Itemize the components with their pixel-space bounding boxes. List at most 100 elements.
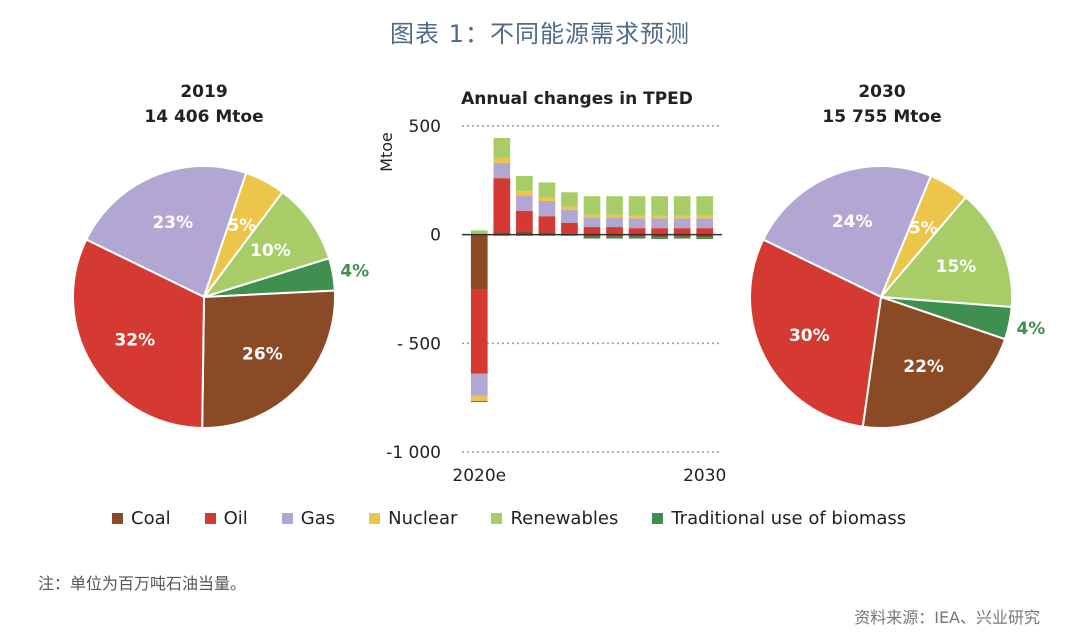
bar-chart-xtick-label: 2020e (452, 466, 506, 486)
source-credit: 资料来源：IEA、兴业研究 (854, 608, 1040, 627)
pie-2030-caption: 2030 15 755 Mtoe (752, 80, 1012, 130)
bar-2021-coal (493, 232, 511, 235)
pie-2019-label-coal: 26% (242, 344, 283, 364)
pie-2030-label-gas: 24% (832, 212, 873, 232)
legend-label: Traditional use of biomass (671, 508, 907, 529)
bar-2027-oil (628, 228, 646, 235)
legend-swatch (204, 513, 216, 524)
pie-2019-subtitle: 14 406 Mtoe (144, 107, 264, 127)
bar-chart-title: Annual changes in TPED (461, 89, 693, 109)
bar-chart-ytick-label: 500 (409, 117, 441, 137)
pie-2019-label-renewables: 10% (250, 241, 291, 261)
bar-chart: Annual changes in TPED Mtoe 500 0 - 500 -1 00… (377, 89, 726, 486)
bar-2022-oil (516, 210, 533, 232)
bar-2025-traditional-use-of-biomass (583, 236, 601, 239)
bar-2025-nuclear (583, 214, 601, 218)
bar-2023-nuclear (538, 197, 556, 201)
bar-2024-renewables (561, 192, 578, 207)
bar-2025-renewables (583, 196, 601, 215)
bar-2028-renewables (651, 196, 668, 216)
bar-2021-renewables (493, 137, 511, 158)
bar-2026-traditional-use-of-biomass (606, 236, 623, 239)
pie-2030-slice-renewables (878, 195, 1013, 309)
bar-2029-nuclear (673, 215, 691, 219)
bar-2023-coal (538, 232, 556, 235)
pie-2030-label-oil: 30% (789, 326, 830, 346)
pie-2030-slice-gas (761, 165, 933, 299)
bar-2028-nuclear (651, 215, 668, 219)
bar-2022-renewables (516, 175, 533, 192)
legend-swatch (491, 513, 503, 524)
pie-2030-label-traditional-use-of-biomass: 4% (1016, 319, 1045, 339)
legend-item-traditional-use-of-biomass: Traditional use of biomass (652, 508, 906, 529)
bar-2030-gas (696, 218, 714, 229)
bar-chart-ytick-label: -1 000 (386, 443, 441, 463)
bar-2023-renewables (538, 182, 556, 198)
bar-2023-oil (538, 216, 556, 233)
bar-2022-coal (516, 231, 533, 235)
pie-2019-caption: 2019 14 406 Mtoe (74, 80, 334, 130)
bar-2027-gas (628, 218, 646, 229)
pie-2019-slice-renewables (201, 190, 331, 299)
legend-item-nuclear: Nuclear (369, 508, 457, 529)
bar-2028-gas (651, 218, 668, 229)
legend-swatch (652, 513, 664, 524)
pie-2030-label-nuclear: 5% (909, 219, 938, 239)
bar-2026-oil (606, 227, 623, 235)
bar-2027-nuclear (628, 215, 646, 219)
legend-label: Gas (300, 508, 336, 529)
bar-2024-nuclear (561, 206, 578, 210)
bar-chart-ytick-label: - 500 (397, 334, 441, 354)
bar-2023-gas (538, 200, 556, 217)
bar-2026-gas (606, 217, 623, 228)
bar-2028-traditional-use-of-biomass (651, 237, 668, 240)
bar-2021-nuclear (493, 157, 511, 163)
bar-2028-oil (651, 228, 668, 235)
bar-2020e-gas (470, 373, 488, 396)
legend-swatch (369, 513, 381, 524)
bar-2020e-coal (470, 234, 488, 289)
pie-2030-slice-oil (749, 238, 883, 428)
bar-2027-renewables (628, 196, 646, 216)
legend: Coal Oil Gas Nuclear Renewables Traditional u… (112, 508, 906, 529)
bar-2029-traditional-use-of-biomass (673, 236, 691, 239)
bar-2022-gas (516, 195, 533, 211)
pie-2030-subtitle: 15 755 Mtoe (822, 107, 942, 127)
pie-2019-title: 2019 (180, 82, 228, 102)
legend-item-gas: Gas (281, 508, 336, 529)
bar-2020e-oil (470, 289, 488, 374)
legend-item-renewables: Renewables (491, 508, 618, 529)
bar-2029-coal (673, 234, 691, 237)
bar-2026-renewables (606, 196, 623, 215)
bar-2029-gas (673, 218, 691, 229)
bar-2025-gas (583, 217, 601, 228)
pie-2030: 24% 5% 15% 4% 22% 30% (749, 165, 1045, 430)
pie-2019-slice-coal (201, 289, 336, 429)
bar-2022-nuclear (516, 191, 533, 196)
pie-2030-slice-coal (861, 295, 1007, 430)
bar-2029-oil (673, 228, 691, 235)
pie-2030-label-renewables: 15% (936, 257, 977, 277)
pie-2019-label-oil: 32% (114, 331, 155, 351)
pie-2019: 23% 5% 10% 4% 26% 32% (72, 165, 369, 430)
legend-label: Oil (223, 508, 248, 529)
legend-swatch (112, 513, 123, 524)
legend-label: Coal (131, 508, 171, 529)
legend-label: Renewables (510, 508, 619, 529)
pie-2019-label-gas: 23% (152, 213, 193, 233)
bar-2030-traditional-use-of-biomass (696, 237, 714, 240)
bar-2030-oil (696, 228, 714, 235)
bar-2024-oil (561, 222, 578, 234)
bar-2030-coal (696, 234, 714, 238)
bar-2026-nuclear (606, 214, 623, 218)
bar-2027-coal (628, 234, 646, 237)
pie-2030-title: 2030 (858, 82, 906, 102)
bar-2024-gas (561, 209, 578, 223)
pie-2019-label-traditional-use-of-biomass: 4% (340, 261, 369, 281)
bar-2028-coal (651, 234, 668, 238)
pie-2019-slice-gas (84, 165, 248, 299)
bar-2030-renewables (696, 196, 714, 216)
figure-title: 图表 1：不同能源需求预测 (390, 20, 690, 48)
bar-2029-renewables (673, 196, 691, 216)
